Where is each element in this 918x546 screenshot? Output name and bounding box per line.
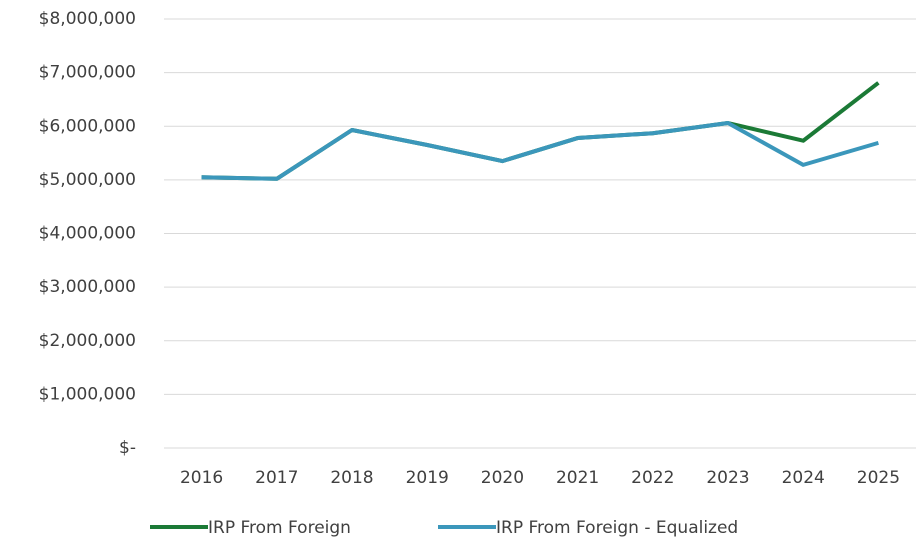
x-tick-label: 2022 — [631, 468, 674, 488]
y-tick-label: $2,000,000 — [39, 331, 136, 351]
x-tick-label: 2021 — [556, 468, 599, 488]
series-line — [201, 121, 879, 181]
x-tick-label: 2020 — [481, 468, 524, 488]
y-tick-label: $5,000,000 — [39, 170, 136, 190]
x-tick-label: 2019 — [406, 468, 449, 488]
legend-label: IRP From Foreign - Equalized — [496, 518, 738, 538]
series-line — [201, 81, 880, 181]
y-tick-label: $1,000,000 — [39, 384, 136, 404]
x-tick-label: 2017 — [255, 468, 298, 488]
x-tick-label: 2018 — [330, 468, 373, 488]
x-tick-label: 2025 — [857, 468, 900, 488]
x-tick-label: 2016 — [180, 468, 223, 488]
x-tick-label: 2024 — [782, 468, 825, 488]
x-tick-label: 2023 — [706, 468, 749, 488]
y-tick-label: $8,000,000 — [39, 9, 136, 29]
y-tick-label: $6,000,000 — [39, 116, 136, 136]
y-tick-label: $4,000,000 — [39, 224, 136, 244]
y-tick-label: $3,000,000 — [39, 277, 136, 297]
legend-label: IRP From Foreign — [208, 518, 351, 538]
y-tick-label: $- — [119, 438, 136, 458]
y-tick-label: $7,000,000 — [39, 63, 136, 83]
